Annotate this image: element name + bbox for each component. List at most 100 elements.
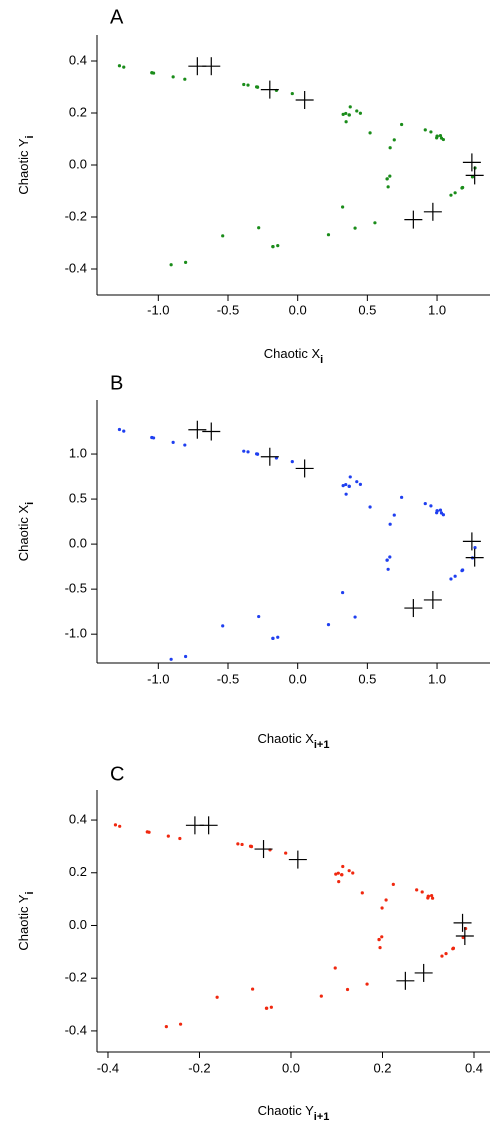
point: [353, 615, 357, 619]
x-axis-label-text: Chaotic Y: [258, 1103, 314, 1118]
point: [426, 894, 431, 898]
point: [453, 191, 457, 195]
y-tick-label: 0.4: [69, 811, 87, 826]
y-tick-label: -0.2: [65, 208, 87, 223]
highlight-cross: [260, 80, 279, 99]
highlight-cross: [199, 816, 218, 835]
y-tick-label: -0.2: [65, 970, 87, 985]
x-axis-label-text: Chaotic X: [264, 346, 321, 361]
point: [254, 85, 259, 89]
point: [378, 945, 382, 950]
point: [326, 233, 331, 237]
point: [215, 995, 219, 999]
point: [169, 657, 173, 661]
x-tick-label: -0.4: [97, 1060, 119, 1075]
point: [435, 134, 439, 138]
point: [344, 120, 348, 124]
point: [340, 873, 344, 877]
highlight-cross: [202, 422, 221, 441]
point: [341, 484, 345, 488]
point: [151, 71, 156, 75]
point: [344, 111, 348, 116]
point: [344, 482, 348, 487]
highlight-cross: [455, 927, 474, 946]
point: [334, 872, 338, 876]
x-tick-label: 0.4: [465, 1060, 483, 1075]
point: [441, 513, 445, 517]
point: [435, 509, 439, 513]
point: [347, 484, 351, 488]
point: [429, 130, 433, 134]
highlight-cross: [404, 599, 423, 618]
point: [449, 577, 453, 581]
point: [441, 137, 445, 142]
y-tick-label: -1.0: [65, 626, 87, 641]
highlight-cross: [423, 202, 442, 221]
highlight-cross: [254, 840, 273, 859]
highlight-cross: [404, 210, 423, 229]
highlight-cross: [288, 850, 307, 869]
point: [290, 460, 294, 464]
point: [326, 622, 331, 627]
point: [276, 244, 280, 248]
point: [355, 480, 359, 484]
point: [254, 452, 259, 456]
x-tick-label: 0.5: [358, 671, 376, 686]
point: [122, 429, 126, 433]
point: [341, 864, 345, 869]
point: [451, 947, 455, 951]
point: [368, 505, 372, 509]
y-tick-label: -0.4: [65, 1022, 87, 1037]
highlight-cross: [414, 963, 433, 982]
point: [246, 450, 250, 454]
x-tick-label: 0.0: [289, 302, 307, 317]
point: [380, 906, 384, 910]
point: [271, 636, 275, 640]
y-tick-label: -0.5: [65, 581, 87, 596]
point: [400, 122, 404, 127]
point: [386, 567, 390, 571]
y-axis-label: Chaotic Yi: [16, 135, 35, 194]
point: [460, 186, 464, 190]
point: [171, 440, 175, 444]
point: [184, 654, 188, 659]
x-tick-label: 0.2: [373, 1060, 391, 1075]
point: [284, 851, 288, 855]
y-axis-label: Chaotic Yi: [16, 891, 35, 950]
point: [183, 77, 187, 81]
point: [392, 138, 396, 142]
point: [240, 842, 244, 847]
point: [348, 105, 352, 109]
x-axis-label: Chaotic Yi+1: [258, 1103, 330, 1122]
point: [388, 522, 392, 526]
point: [113, 823, 118, 827]
x-tick-label: 0.0: [282, 1060, 300, 1075]
point: [257, 226, 261, 230]
y-tick-label: 0.4: [69, 52, 87, 67]
x-tick-label: -0.2: [188, 1060, 210, 1075]
highlight-cross: [423, 590, 442, 609]
panel-letter: C: [110, 763, 124, 785]
point: [358, 111, 362, 115]
highlight-cross: [260, 447, 279, 466]
point: [386, 185, 390, 189]
y-axis-label-sub: i: [24, 502, 36, 505]
highlight-cross: [453, 913, 472, 932]
point: [385, 558, 389, 562]
x-tick-label: 1.0: [428, 302, 446, 317]
point: [400, 495, 404, 499]
highlight-cross: [295, 459, 314, 478]
panel: C -0.4 -0.2 0.0 0.2 0.4 -0.4 -0.2 0.0 0.2 0.4 Chaot…: [16, 763, 490, 1123]
point: [164, 1025, 168, 1029]
point: [290, 91, 294, 96]
point: [388, 174, 392, 178]
point: [242, 82, 246, 87]
point: [341, 205, 345, 209]
point: [336, 871, 340, 875]
point: [423, 128, 427, 132]
point: [461, 935, 465, 940]
x-axis-label-sub: i+1: [314, 1111, 330, 1123]
point: [276, 635, 280, 639]
point: [345, 987, 350, 992]
point: [178, 836, 182, 841]
